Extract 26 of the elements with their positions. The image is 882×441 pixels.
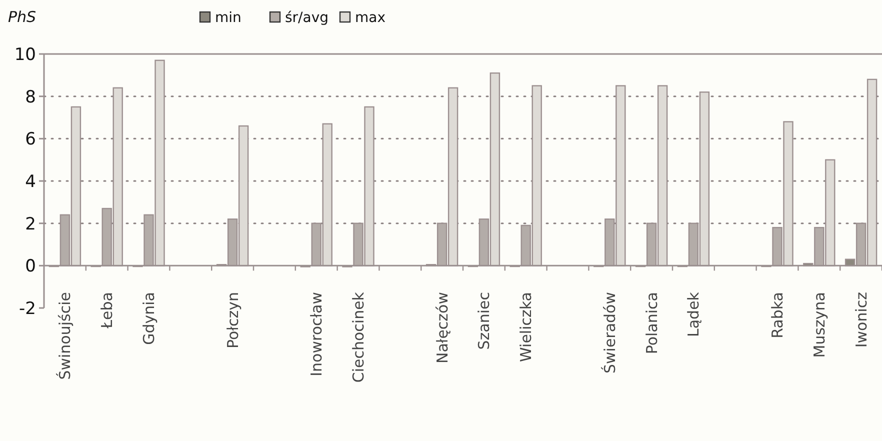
x-tick-label: Gdynia (140, 292, 158, 345)
x-tick-label: Nałęczów (433, 292, 452, 364)
x-tick-label: Szaniec (475, 292, 494, 350)
x-tick-label: Iwonicz (852, 292, 870, 348)
y-tick-label: 8 (25, 87, 36, 108)
x-tick-label: Polanica (642, 292, 661, 354)
legend-label: min (215, 10, 242, 26)
x-tick-label: Lądek (684, 292, 703, 337)
y-axis-title: PhS (8, 8, 37, 26)
x-tick-label: Inowrocław (308, 292, 326, 376)
x-tick-label: Ciechocinek (350, 292, 368, 383)
y-tick-label: 6 (25, 130, 36, 150)
x-tick-label: Muszyna (810, 292, 828, 358)
x-tick-label: Wieliczka (517, 292, 536, 362)
y-tick-label: 10 (14, 44, 36, 65)
y-tick-label: 2 (25, 214, 36, 234)
x-tick-label: Połczyn (224, 292, 242, 348)
x-tick-label: Rabka (768, 292, 786, 338)
y-tick-label: 0 (25, 256, 36, 277)
y-tick-label: -2 (19, 298, 36, 319)
legend-label: śr/avg (285, 10, 329, 26)
x-tick-label: Świeradów (600, 292, 619, 374)
legend-label: max (355, 10, 386, 26)
y-tick-label: 4 (25, 172, 36, 192)
x-tick-label: Łeba (98, 292, 116, 330)
x-tick-label: Świnoujście (56, 292, 74, 380)
